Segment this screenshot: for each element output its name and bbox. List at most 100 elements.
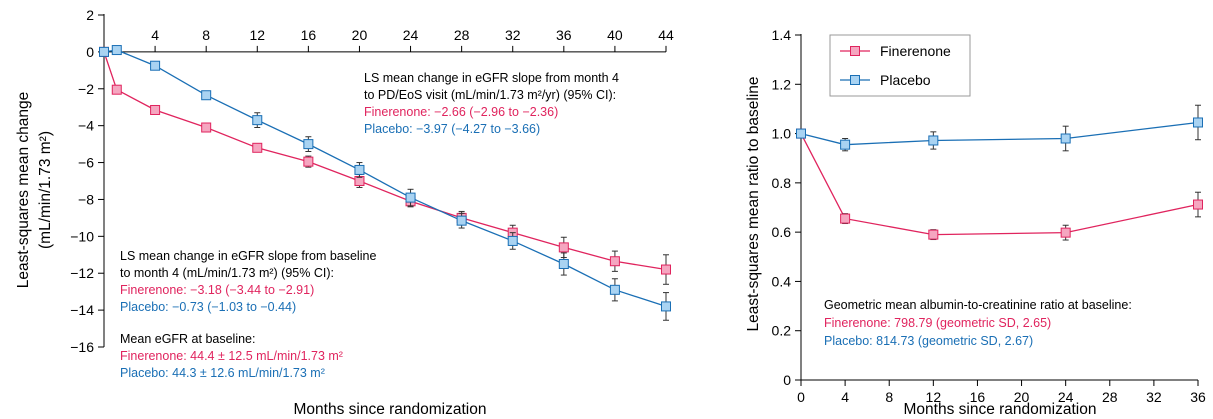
right-y-axis-label: Least-squares mean ratio to baseline <box>745 76 762 331</box>
left-axes: 20−2−4−6−8−10−12−14−164 8 12 16 20 24 28 32 36 40… <box>70 7 674 355</box>
left-placebo-point <box>201 90 212 101</box>
left-finerenone-point <box>252 142 263 153</box>
right-finerenone-point <box>1193 199 1203 210</box>
left-finerenone-point <box>303 156 314 167</box>
legend-box <box>829 34 971 97</box>
right-axes: 0 0.2 0.4 0.6 0.8 1.0 1.2 1.4 0 4 8 12 16 20 24 28 32 36 <box>772 27 1206 405</box>
left-placebo-point <box>405 192 416 203</box>
left-x-tick-label: 44 <box>658 27 674 43</box>
left-finerenone-point <box>150 104 161 115</box>
left-x-tick-label: 36 <box>556 27 572 43</box>
left-x-tick-label: 24 <box>403 27 419 43</box>
annotation-slope-month4-placebo: Placebo: −3.97 (−4.27 to −3.66) <box>364 122 540 136</box>
left-y-tick-label: 0 <box>86 44 94 60</box>
left-placebo-point <box>661 301 671 312</box>
left-y-tick-label: −16 <box>70 339 94 355</box>
left-x-tick-label: 4 <box>151 27 159 43</box>
left-placebo-point <box>111 45 122 56</box>
annotation-slope-baseline-line2: to month 4 (mL/min/1.73 m²) (95% CI): <box>120 266 334 280</box>
annotation-acr-finerenone: Finerenone: 798.79 (geometric SD, 2.65) <box>824 316 1051 330</box>
left-y-tick-label: −8 <box>78 191 94 207</box>
right-y-tick-label: 1.4 <box>772 27 792 43</box>
left-placebo-point <box>507 235 518 246</box>
left-y-tick-label: −6 <box>78 155 94 171</box>
annotation-slope-month4-finerenone: Finerenone: −2.66 (−2.96 to −2.36) <box>364 105 558 119</box>
right-placebo-point <box>796 128 806 139</box>
left-y-tick-label: −14 <box>70 302 94 318</box>
left-series <box>99 45 671 321</box>
left-chart: 20−2−4−6−8−10−12−14−164 8 12 16 20 24 28 32 36 40… <box>15 7 674 418</box>
right-placebo-point <box>928 135 939 146</box>
legend-finerenone-marker <box>850 46 860 56</box>
left-finerenone-point <box>661 264 671 275</box>
right-finerenone-point <box>928 229 939 240</box>
right-y-tick-label: 0.6 <box>772 224 792 240</box>
right-placebo-line <box>800 121 1199 146</box>
legend-finerenone-label: Finerenone <box>880 43 951 59</box>
left-x-tick-label: 40 <box>607 27 623 43</box>
right-y-tick-label: 1.0 <box>772 126 792 142</box>
left-finerenone-point <box>558 242 569 253</box>
left-y-axis-label-line1: Least-squares mean change <box>15 92 32 288</box>
left-placebo-point <box>303 139 314 150</box>
right-x-tick-label: 24 <box>1058 389 1074 405</box>
left-x-tick-label: 20 <box>352 27 368 43</box>
right-x-tick-label: 8 <box>885 389 893 405</box>
right-x-tick-label: 0 <box>797 389 805 405</box>
annotation-slope-month4-line2: to PD/EoS visit (mL/min/1.73 m²/yr) (95%… <box>364 88 616 102</box>
left-y-tick-label: −4 <box>78 118 94 134</box>
right-x-tick-label: 16 <box>970 389 986 405</box>
left-placebo-point <box>456 215 467 226</box>
legend-item-finerenone: Finerenone <box>840 43 951 59</box>
right-series <box>796 104 1203 241</box>
left-finerenone-point <box>354 176 365 186</box>
left-placebo-point <box>354 164 365 175</box>
right-x-tick-label: 36 <box>1190 389 1206 405</box>
right-x-tick-label: 4 <box>841 389 849 405</box>
left-y-tick-label: 2 <box>86 7 94 23</box>
left-x-tick-label: 16 <box>301 27 317 43</box>
left-placebo-point <box>558 259 569 269</box>
left-finerenone-point <box>609 256 620 267</box>
annotation-slope-month4: LS mean change in eGFR slope from month … <box>364 71 619 136</box>
right-x-tick-label: 12 <box>926 389 942 405</box>
left-placebo-point <box>252 115 263 126</box>
right-y-tick-label: 0.8 <box>772 175 792 191</box>
annotation-acr-baseline: Geometric mean albumin-to-creatinine rat… <box>824 298 1132 348</box>
legend: Finerenone Placebo <box>829 34 971 97</box>
right-x-tick-label: 28 <box>1102 389 1118 405</box>
annotation-slope-month4-line1: LS mean change in eGFR slope from month … <box>364 71 619 85</box>
left-placebo-point <box>99 46 109 57</box>
legend-item-placebo: Placebo <box>840 72 931 88</box>
annotation-acr-placebo: Placebo: 814.73 (geometric SD, 2.67) <box>824 334 1033 348</box>
annotation-slope-baseline: LS mean change in eGFR slope from baseli… <box>120 249 376 314</box>
right-y-tick-label: 1.2 <box>772 76 792 92</box>
left-finerenone-point <box>111 84 122 95</box>
left-y-axis-label-line2: (mL/min/1.73 m²) <box>37 131 54 249</box>
annotation-slope-baseline-placebo: Placebo: −0.73 (−1.03 to −0.44) <box>120 300 296 314</box>
annotation-mean-egfr-line1: Mean eGFR at baseline: <box>120 332 256 346</box>
annotation-slope-baseline-line1: LS mean change in eGFR slope from baseli… <box>120 249 376 263</box>
left-y-tick-label: −12 <box>70 265 94 281</box>
left-placebo-point <box>150 60 161 71</box>
left-finerenone-point <box>201 122 212 133</box>
right-placebo-point <box>1193 117 1203 128</box>
left-x-tick-label: 32 <box>505 27 521 43</box>
right-x-axis-label: Months since randomization <box>904 401 1097 418</box>
right-finerenone-line <box>800 133 1199 236</box>
left-x-tick-label: 12 <box>249 27 265 43</box>
right-finerenone-point <box>840 213 851 224</box>
legend-placebo-label: Placebo <box>880 72 931 88</box>
legend-placebo-marker <box>850 75 860 85</box>
left-y-tick-label: −2 <box>78 81 94 97</box>
annotation-slope-baseline-finerenone: Finerenone: −3.18 (−3.44 to −2.91) <box>120 283 314 297</box>
left-placebo-point <box>609 284 620 295</box>
right-chart: 00.20.40.60.81.01.21.40 4 8 12 16 20 24 28 32 36 … <box>745 27 1206 418</box>
right-finerenone-point <box>1060 227 1071 238</box>
left-x-tick-label: 28 <box>454 27 470 43</box>
left-x-tick-label: 8 <box>202 27 210 43</box>
right-y-tick-label: 0.2 <box>772 323 792 339</box>
annotation-acr-line1: Geometric mean albumin-to-creatinine rat… <box>824 298 1132 312</box>
annotation-mean-egfr-placebo: Placebo: 44.3 ± 12.6 mL/min/1.73 m² <box>120 366 325 380</box>
